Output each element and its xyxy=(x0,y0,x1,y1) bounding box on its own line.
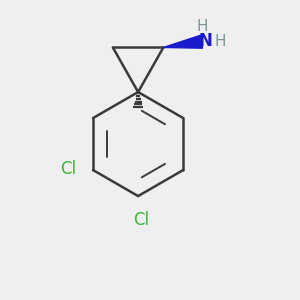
Text: Cl: Cl xyxy=(133,211,149,229)
Polygon shape xyxy=(164,35,202,48)
Text: Cl: Cl xyxy=(61,160,77,178)
Text: N: N xyxy=(198,32,212,50)
Text: H: H xyxy=(215,34,226,49)
Text: H: H xyxy=(196,19,208,34)
